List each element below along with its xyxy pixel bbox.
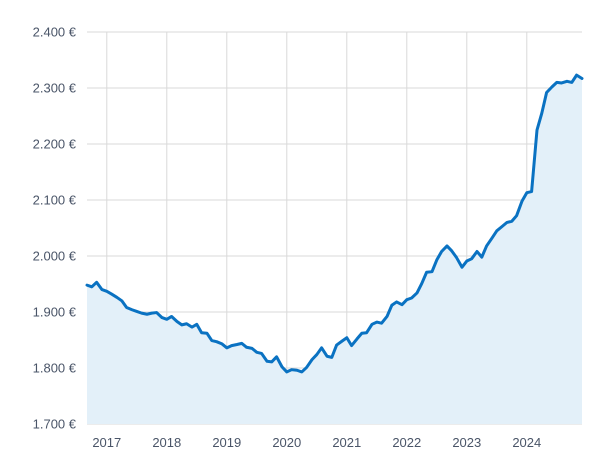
- x-tick-label: 2020: [272, 435, 301, 450]
- x-tick-label: 2024: [512, 435, 541, 450]
- x-tick-label: 2022: [392, 435, 421, 450]
- x-tick-label: 2017: [92, 435, 121, 450]
- y-tick-label: 1.800 €: [33, 361, 77, 376]
- x-axis-ticks: 2017 2018 2019 2020 2021 2022 2023 2024: [92, 435, 541, 450]
- y-tick-label: 2.100 €: [33, 193, 77, 208]
- y-tick-label: 2.200 €: [33, 137, 77, 152]
- x-tick-label: 2018: [152, 435, 181, 450]
- y-axis-ticks: 1.700 € 1.800 € 1.900 € 2.000 € 2.100 € 2.200…: [33, 25, 77, 432]
- y-tick-label: 2.400 €: [33, 25, 77, 40]
- y-tick-label: 1.900 €: [33, 305, 77, 320]
- y-tick-label: 2.300 €: [33, 81, 77, 96]
- area-fill-group: [87, 75, 582, 425]
- series-line: [85, 73, 584, 374]
- x-tick-label: 2021: [332, 435, 361, 450]
- series-line-group: [85, 73, 584, 374]
- y-tick-label: 1.700 €: [33, 417, 77, 432]
- series-area-fill: [87, 75, 582, 425]
- x-tick-label: 2023: [452, 435, 481, 450]
- y-tick-label: 2.000 €: [33, 249, 77, 264]
- x-tick-label: 2019: [212, 435, 241, 450]
